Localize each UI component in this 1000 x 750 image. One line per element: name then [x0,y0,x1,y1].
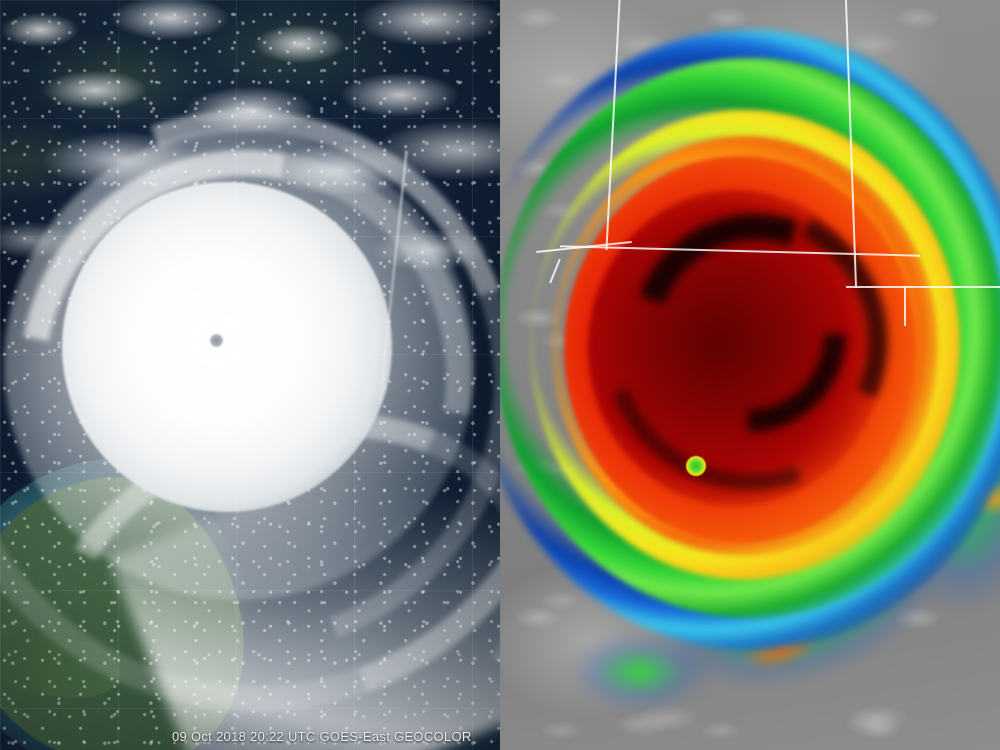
vignette-overlay [0,0,500,750]
hurricane-eye-infrared [686,456,706,476]
panel-visible-geocolor[interactable] [0,0,500,750]
geopolitical-grid [0,0,500,750]
panel-enhanced-infrared[interactable] [500,0,1000,750]
central-dense-overcast [62,182,392,512]
border-florida-panhandle [846,286,1000,288]
border-florida-west [904,286,906,326]
hurricane-eye-visible [210,334,223,347]
ir-ring-coldest [588,190,884,506]
image-caption: 09 Oct 2018 20:22 UTC GOES-East GEOCOLOR [172,729,472,744]
